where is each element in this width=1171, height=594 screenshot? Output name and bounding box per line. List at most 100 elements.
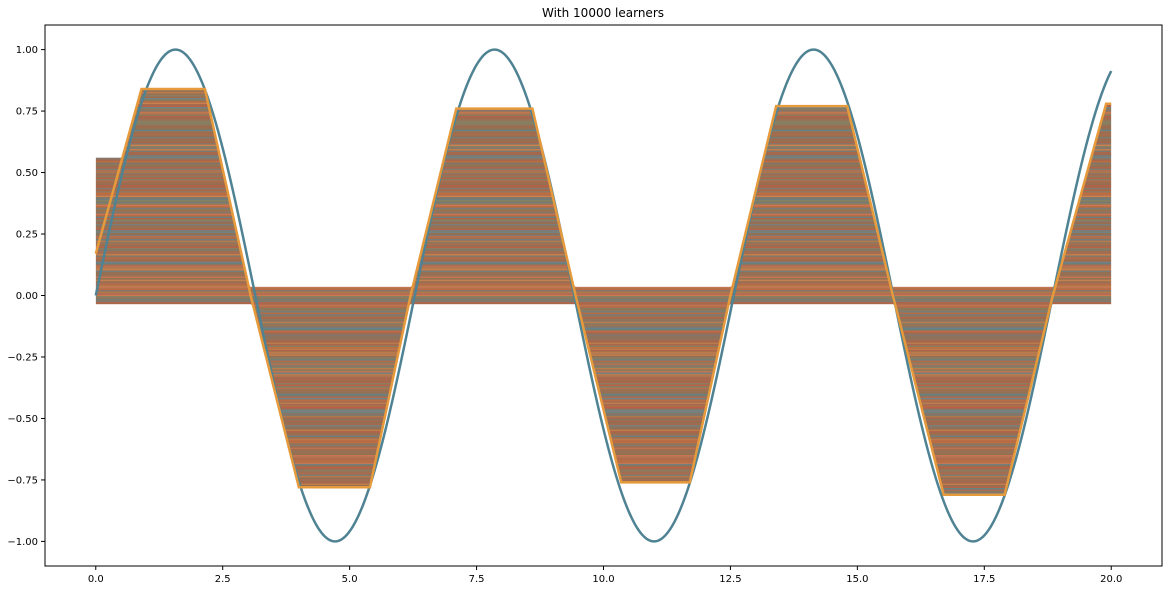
learner-stripe	[95, 369, 1112, 371]
learner-stripe	[95, 110, 1112, 112]
learner-stripe	[95, 320, 1112, 322]
learner-stripe	[95, 159, 1112, 161]
y-tick-label: −0.75	[7, 475, 38, 486]
learner-stripe	[95, 276, 1112, 278]
learner-stripe	[95, 251, 1112, 253]
learner-stripe	[95, 134, 1112, 136]
learner-stripe	[96, 503, 1111, 504]
learner-stripe	[95, 480, 1112, 482]
learner-stripe	[95, 213, 1112, 215]
learner-stripe	[95, 144, 1112, 146]
learner-stripe	[95, 239, 1112, 241]
learner-stripe	[95, 344, 1112, 346]
learner-stripe	[96, 508, 1111, 509]
learner-stripe	[95, 171, 1112, 173]
learner-stripe	[95, 180, 1112, 182]
learner-stripe	[95, 219, 1112, 221]
y-tick-label: −1.00	[7, 537, 38, 548]
learner-stripe	[95, 375, 1112, 377]
learner-stripe	[95, 267, 1112, 269]
learner-stripe	[95, 222, 1112, 224]
learner-stripe	[95, 398, 1112, 400]
learner-stripe	[95, 188, 1112, 190]
learner-stripe	[95, 221, 1112, 223]
learner-stripe	[95, 275, 1112, 277]
x-tick-label: 15.0	[846, 574, 868, 585]
learner-stripe	[95, 99, 1112, 101]
learner-stripe	[95, 335, 1112, 337]
learner-stripe	[95, 192, 1112, 194]
learner-stripe	[95, 167, 1112, 169]
learner-stripe	[95, 194, 1112, 196]
learner-stripe	[95, 185, 1112, 187]
learner-stripe	[95, 122, 1112, 124]
learner-stripe	[95, 198, 1112, 200]
learner-stripe	[95, 147, 1112, 149]
learner-stripe	[95, 399, 1112, 401]
learner-stripe	[95, 453, 1112, 455]
learner-stripe	[95, 345, 1112, 347]
learner-stripe	[96, 512, 1111, 513]
learner-stripe	[95, 353, 1112, 355]
series-target-line	[94, 48, 1113, 543]
learner-stripe	[95, 395, 1112, 397]
learner-stripe	[95, 272, 1112, 274]
learner-stripe	[95, 135, 1112, 137]
learner-stripe	[96, 76, 1111, 77]
learner-stripe	[95, 476, 1112, 478]
learner-stripe	[95, 347, 1112, 349]
learner-stripe	[96, 85, 1111, 86]
learner-stripe	[95, 389, 1112, 391]
learner-bands	[95, 76, 1112, 513]
learner-stripe	[95, 149, 1112, 151]
learner-stripe	[95, 461, 1112, 463]
x-tick-label: 5.0	[342, 574, 358, 585]
learner-stripe	[95, 311, 1112, 313]
learner-stripe	[95, 242, 1112, 244]
learner-stripe	[95, 381, 1112, 383]
learner-stripe	[95, 138, 1112, 140]
learner-stripe	[95, 324, 1112, 326]
learner-stripe	[95, 314, 1112, 316]
learner-stripe	[95, 456, 1112, 458]
learner-stripe	[96, 77, 1111, 78]
learner-stripe	[95, 249, 1112, 251]
learner-stripe	[95, 155, 1112, 157]
learner-stripe	[95, 458, 1112, 460]
learner-stripe	[95, 290, 1112, 292]
plot-area	[94, 48, 1113, 543]
learner-stripe	[95, 210, 1112, 212]
learner-stripe	[96, 497, 1111, 498]
y-tick-label: −0.50	[7, 414, 38, 425]
learner-stripe	[95, 368, 1112, 370]
learner-stripe	[95, 146, 1112, 148]
learner-stripe	[95, 317, 1112, 319]
learner-stripe	[95, 89, 1112, 91]
learner-stripe	[95, 140, 1112, 142]
learner-stripe	[95, 308, 1112, 310]
learner-stripe	[95, 95, 1112, 97]
learner-stripe	[95, 297, 1112, 299]
learner-stripe	[96, 509, 1111, 510]
learner-stripe	[95, 287, 1112, 289]
learner-stripe	[95, 186, 1112, 188]
y-axis: −1.00 −0.75 −0.50 −0.25 0.00 0.25 0.50 0.75 1.00	[7, 45, 45, 548]
learner-stripe	[95, 179, 1112, 181]
learner-stripe	[95, 483, 1112, 485]
learner-stripe	[95, 252, 1112, 254]
learner-stripe	[95, 446, 1112, 448]
learner-stripe	[95, 305, 1112, 307]
learner-stripe	[95, 174, 1112, 176]
learner-stripe	[95, 101, 1112, 103]
learner-stripe	[95, 462, 1112, 464]
learner-stripe	[95, 491, 1112, 493]
learner-stripe	[95, 357, 1112, 359]
y-tick-label: 0.00	[16, 291, 38, 302]
learner-stripe	[95, 230, 1112, 232]
learner-stripe	[95, 396, 1112, 398]
learner-stripe	[95, 348, 1112, 350]
learner-stripe	[95, 486, 1112, 488]
learner-stripe	[95, 377, 1112, 379]
learner-stripe	[95, 158, 1112, 160]
